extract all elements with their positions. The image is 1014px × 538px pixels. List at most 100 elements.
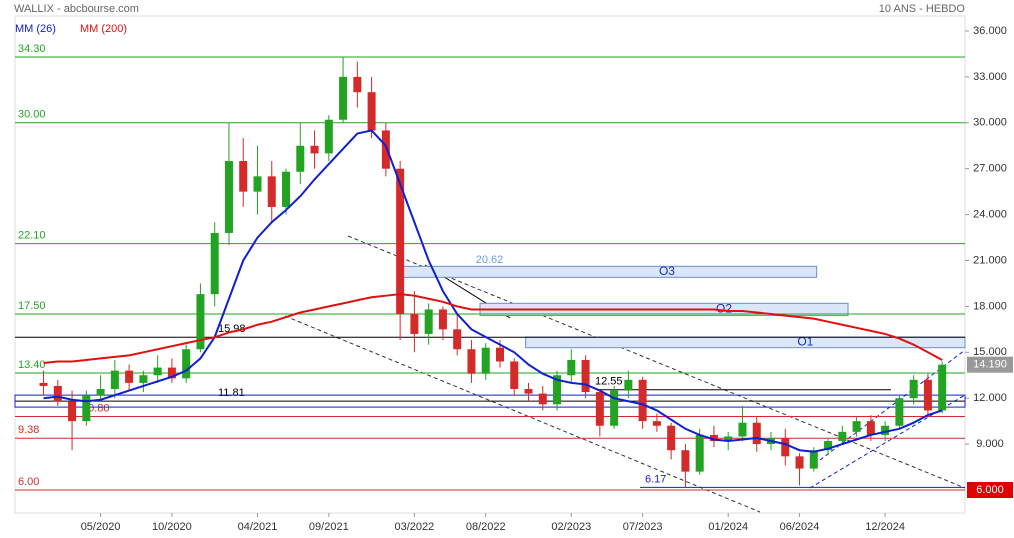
chart-title: WALLIX - abcbourse.com [14, 3, 139, 15]
level-label: 9.38 [18, 424, 39, 436]
candle-body [652, 421, 661, 426]
level-label: 22.10 [18, 230, 46, 242]
level-label: 6.00 [18, 476, 39, 488]
candle-body [923, 379, 932, 411]
candle-body [267, 176, 276, 207]
candle-body [681, 450, 690, 472]
x-tick-label: 12/2024 [865, 521, 905, 533]
candle-body [53, 385, 62, 402]
price-tag-label: 6.000 [976, 484, 1004, 496]
x-tick-label: 03/2022 [395, 521, 435, 533]
x-tick-label: 08/2022 [466, 521, 506, 533]
y-tick-label: 18.000 [973, 300, 1007, 312]
x-tick-label: 07/2023 [623, 521, 663, 533]
candle-body [438, 309, 447, 330]
candle-body [381, 130, 390, 169]
x-tick-label: 01/2024 [708, 521, 748, 533]
channel-line [347, 235, 966, 489]
candle-body [282, 171, 291, 207]
candle-body [453, 329, 462, 350]
channel-line [819, 349, 966, 461]
price-tag [967, 356, 1013, 373]
chart-subtitle: 10 ANS - HEBDO [879, 3, 966, 15]
candle-body [339, 76, 348, 120]
candle-body [481, 347, 490, 374]
candle-body [396, 168, 405, 315]
candle-body [310, 145, 319, 154]
candle-body [182, 349, 191, 379]
x-tick-label: 02/2023 [551, 521, 591, 533]
candle-body [68, 401, 77, 422]
candle-body [524, 389, 533, 394]
candle-body [567, 359, 576, 376]
plot-frame [14, 15, 966, 514]
candle-body [196, 294, 205, 350]
candle-body [410, 314, 419, 334]
candle-body [824, 441, 833, 451]
candle-body [253, 176, 262, 192]
candle-body [96, 389, 105, 396]
candle-body [909, 379, 918, 399]
candle-body [724, 436, 733, 442]
level-label: 6.17 [645, 473, 666, 485]
y-tick-label: 12.000 [973, 392, 1007, 404]
candle-body [324, 119, 333, 154]
x-tick-label: 09/2021 [309, 521, 349, 533]
candle-body [852, 421, 861, 432]
price-tag [967, 482, 1013, 498]
candle-body [838, 431, 847, 442]
y-tick-label: 9.000 [976, 438, 1004, 450]
candle-body [110, 370, 119, 390]
x-tick-label: 05/2020 [81, 521, 121, 533]
level-label: 30.00 [18, 109, 46, 121]
candle-body [695, 434, 704, 472]
candle-body [39, 382, 48, 386]
candle-body [809, 450, 818, 469]
candle-body [224, 161, 233, 233]
candle-body [296, 145, 305, 172]
zone-label: O1 [797, 335, 813, 349]
candle-body [709, 434, 718, 442]
candle-body [167, 367, 176, 379]
candle-body [82, 395, 91, 422]
candle-body [738, 422, 747, 437]
y-tick-label: 30.000 [973, 117, 1007, 129]
level-label: 17.50 [18, 300, 46, 312]
candle-body [881, 425, 890, 435]
candle-body [624, 379, 633, 391]
candle-body [581, 359, 590, 393]
candle-body [938, 364, 947, 411]
candle-body [139, 375, 148, 383]
level-box [14, 394, 966, 408]
ma-line [43, 293, 943, 365]
y-tick-label: 21.000 [973, 254, 1007, 266]
price-tag-label: 14.190 [973, 359, 1007, 371]
candle-body [495, 347, 504, 362]
level-label: 15.98 [218, 323, 246, 335]
zone-label: O2 [716, 302, 732, 316]
legend-label: MM (26) [15, 23, 56, 35]
candle-body [553, 375, 562, 405]
level-label: 34.30 [18, 43, 46, 55]
candle-body [538, 393, 547, 405]
level-label: 11.81 [218, 387, 245, 399]
candle-body [895, 398, 904, 426]
candle-body [467, 349, 476, 374]
candle-body [210, 232, 219, 295]
candle-body [866, 421, 875, 435]
level-label: 13.40 [18, 359, 46, 371]
candle-body [795, 456, 804, 469]
zone [396, 265, 818, 278]
candle-body [595, 392, 604, 426]
candle-body [239, 161, 248, 192]
y-tick-label: 33.000 [973, 71, 1007, 83]
candle-body [781, 437, 790, 457]
y-tick-label: 27.000 [973, 163, 1007, 175]
candle-body [353, 76, 362, 93]
candle-body [610, 390, 619, 426]
channel-line [284, 315, 761, 513]
candle-body [367, 92, 376, 131]
level-label: 12.55 [595, 376, 623, 388]
candle-body [510, 361, 519, 390]
candle-body [667, 425, 676, 451]
